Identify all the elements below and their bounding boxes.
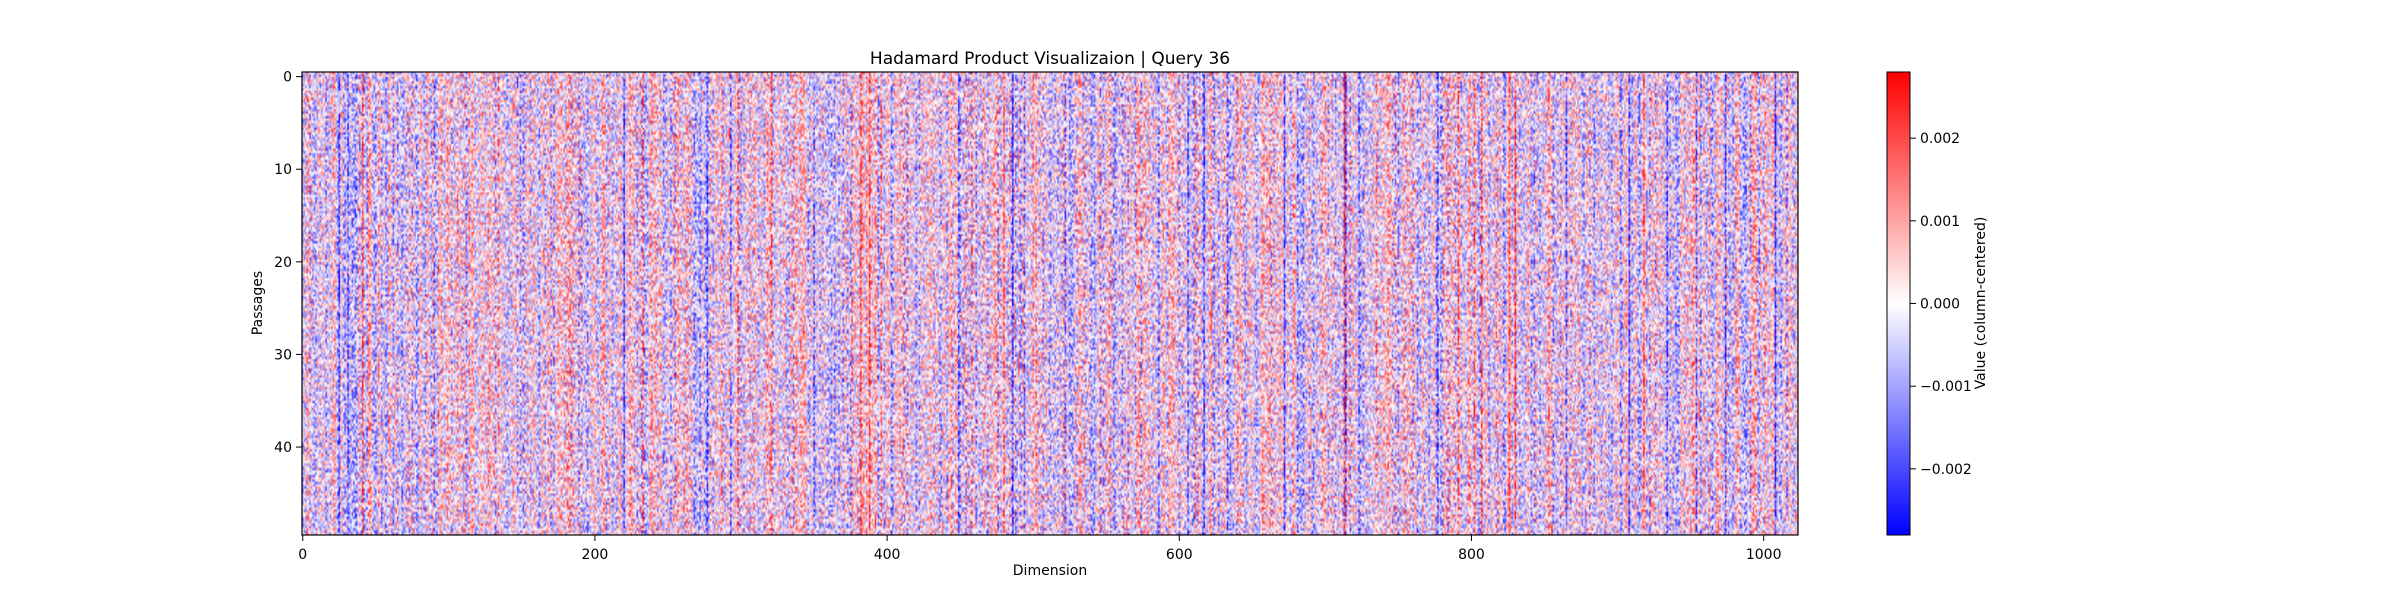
colorbar-label: Value (column-centered)	[1973, 217, 1989, 390]
heatmap-plot-area	[301, 71, 1799, 536]
y-axis-label: Passages	[250, 271, 266, 335]
colorbar-gradient	[1886, 71, 1911, 536]
x-axis-ticks: 0 200 400 600 800 1000	[298, 535, 1781, 563]
x-tick-label: 1000	[1746, 547, 1782, 563]
y-axis-ticks: 0 10 20 30 40	[274, 70, 302, 456]
x-tick-label: 200	[582, 547, 609, 563]
heatmap-image	[302, 72, 1798, 535]
y-tick-label: 20	[274, 255, 292, 271]
y-tick-label: 10	[274, 162, 292, 178]
colorbar-tick-label: −0.001	[1920, 379, 1972, 395]
colorbar-ticks: 0.002 0.001 0.000 −0.001 −0.002	[1910, 131, 1972, 478]
colorbar-tick-label: 0.000	[1920, 297, 1960, 313]
x-tick-label: 600	[1166, 547, 1193, 563]
y-tick-label: 40	[274, 440, 292, 456]
x-tick-label: 800	[1458, 547, 1485, 563]
colorbar-tick-label: −0.002	[1920, 462, 1972, 478]
x-tick-label: 400	[874, 547, 901, 563]
colorbar-tick-label: 0.001	[1920, 214, 1960, 230]
plot-frame	[301, 71, 1799, 536]
x-axis-label: Dimension	[1013, 563, 1087, 579]
y-tick-label: 0	[283, 70, 292, 86]
y-tick-label: 30	[274, 347, 292, 363]
chart-title: Hadamard Product Visualizaion | Query 36	[870, 49, 1230, 69]
colorbar: 0.002 0.001 0.000 −0.001 −0.002 Value (colum…	[1886, 71, 1989, 536]
colorbar-tick-label: 0.002	[1920, 131, 1960, 147]
x-tick-label: 0	[298, 547, 307, 563]
